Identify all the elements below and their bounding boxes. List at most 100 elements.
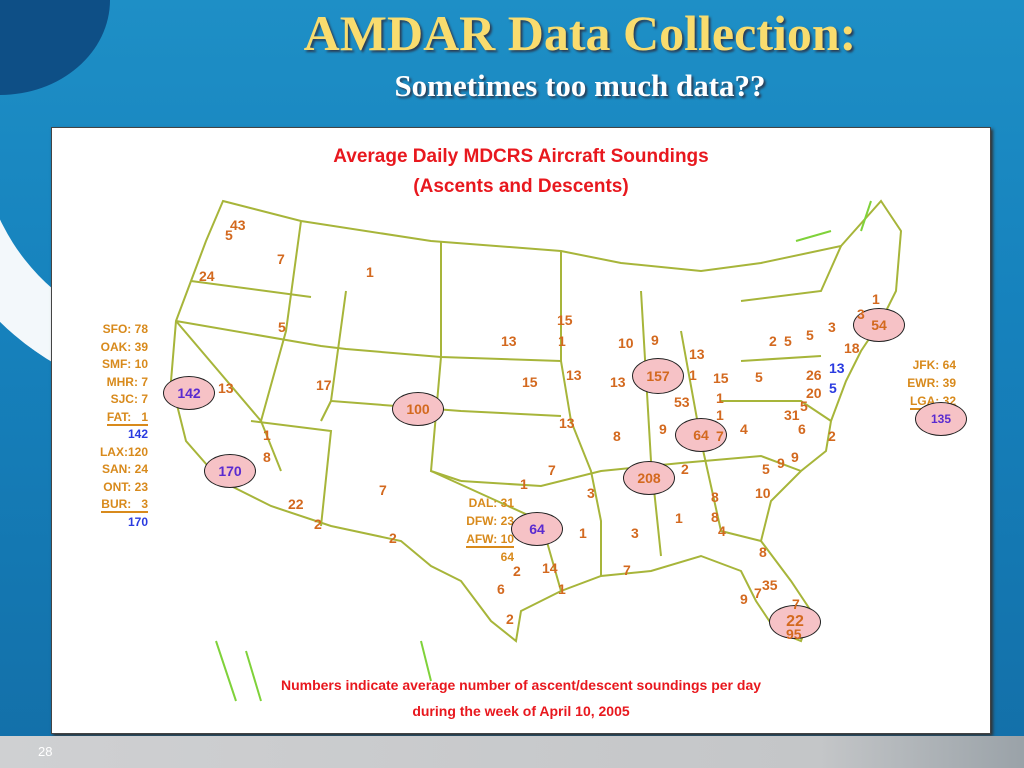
map-count-label: 3 — [828, 319, 836, 335]
map-count-label: 7 — [792, 596, 800, 612]
map-count-label: 2 — [389, 530, 397, 546]
map-count-label: 8 — [711, 509, 719, 525]
map-count-label: 2 — [828, 428, 836, 444]
dallas-row: AFW: 10 — [466, 532, 514, 548]
map-count-label: 3 — [857, 306, 865, 322]
la-row: BUR: 3 — [101, 497, 148, 513]
map-count-label: 20 — [806, 385, 822, 401]
hub-memphis: 208 — [623, 461, 675, 495]
hub-denver: 100 — [392, 392, 444, 426]
dallas-area-total: 64 — [500, 550, 514, 564]
slide-title: AMDAR Data Collection: — [303, 5, 857, 61]
map-count-label: 14 — [542, 560, 558, 576]
map-count-label: 7 — [716, 428, 724, 444]
map-count-label: 7 — [754, 585, 762, 601]
bay-area-total: 142 — [127, 427, 148, 441]
map-count-label: 8 — [263, 449, 271, 465]
bay-row: SJC: 7 — [110, 392, 148, 406]
map-count-label-blue: 13 — [829, 360, 845, 376]
map-count-label: 13 — [501, 333, 517, 349]
map-count-label: 10 — [755, 485, 771, 501]
la-row: SAN: 24 — [101, 462, 148, 476]
map-count-label: 22 — [288, 496, 304, 512]
bay-row: MHR: 7 — [106, 374, 148, 389]
map-count-label: 7 — [277, 251, 285, 267]
hub-los-angeles: 170 — [204, 454, 256, 488]
map-count-label: 15 — [713, 370, 729, 386]
map-count-label: 13 — [689, 346, 705, 362]
slide-subtitle: Sometimes too much data?? — [394, 68, 766, 103]
map-count-label: 9 — [659, 421, 667, 437]
bay-row: FAT: 1 — [106, 409, 148, 426]
map-count-label: 5 — [762, 461, 770, 477]
map-count-label: 2 — [314, 516, 322, 532]
footnote-line2: during the week of April 10, 2005 — [412, 703, 630, 719]
map-count-label: 9 — [651, 332, 659, 348]
hub-chicago: 157 — [632, 358, 684, 394]
map-count-label: 1 — [263, 427, 271, 443]
map-count-label: 7 — [623, 562, 631, 578]
map-count-label: 5 — [806, 327, 814, 343]
map-count-label: 1 — [558, 581, 566, 597]
hub-boston: 54 — [853, 308, 905, 342]
la-area-total: 170 — [127, 514, 148, 529]
map-count-label: 26 — [806, 367, 822, 383]
map-count-label-blue: 5 — [829, 380, 837, 396]
map-count-label: 5 — [225, 227, 233, 243]
map-count-label: 9 — [791, 449, 799, 465]
us-map-outline — [169, 199, 903, 702]
map-count-label: 24 — [199, 268, 215, 284]
map-count-label: 2 — [513, 563, 521, 579]
map-count-label: 9 — [740, 591, 748, 607]
map-count-label: 13 — [218, 380, 234, 396]
map-title-line1: Average Daily MDCRS Aircraft Soundings — [333, 146, 709, 167]
map-count-label: 7 — [379, 482, 387, 498]
ny-row: JFK: 64 — [912, 358, 956, 372]
footer-bar — [0, 736, 1024, 768]
hub-bay-area: 142 — [163, 376, 215, 410]
map-count-label: 5 — [755, 369, 763, 385]
map-count-label: 5 — [278, 319, 286, 335]
map-count-label: 1 — [579, 525, 587, 541]
map-count-label: 1 — [872, 291, 880, 307]
map-count-label: 3 — [631, 525, 639, 541]
map-count-label: 18 — [844, 340, 860, 356]
bay-row: SMF: 10 — [101, 357, 148, 371]
map-count-label: 8 — [613, 428, 621, 444]
map-panel: Average Daily MDCRS Aircraft Soundings (… — [51, 127, 991, 734]
map-title: Average Daily MDCRS Aircraft Soundings (… — [52, 142, 990, 202]
bay-area-airport-list: SFO: 78 OAK: 39 SMF: 10 MHR: 7 SJC: 7 FA… — [70, 321, 148, 531]
hub-miami: 22 — [769, 605, 821, 639]
dallas-row: DAL: 31 — [468, 496, 514, 510]
map-count-label: 10 — [618, 335, 634, 351]
map-count-label: 5 — [800, 398, 808, 414]
map-count-label: 6 — [497, 581, 505, 597]
map-count-label: 4 — [740, 421, 748, 437]
map-count-label: 31 — [784, 407, 800, 423]
map-count-label: 1 — [716, 390, 724, 406]
map-footnote: Numbers indicate average number of ascen… — [52, 672, 990, 724]
map-count-label: 13 — [610, 374, 626, 390]
map-count-label: 2 — [681, 461, 689, 477]
map-count-label: 4 — [718, 523, 726, 539]
map-count-label: 53 — [674, 394, 690, 410]
map-count-label: 15 — [522, 374, 538, 390]
map-count-label: 13 — [566, 367, 582, 383]
map-count-label: 3 — [587, 485, 595, 501]
map-count-label: 35 — [762, 577, 778, 593]
map-count-label: 15 — [557, 312, 573, 328]
map-count-label: 1 — [689, 367, 697, 383]
map-count-label: 43 — [230, 217, 246, 233]
ny-row: EWR: 39 — [907, 376, 956, 390]
map-count-label: 1 — [675, 510, 683, 526]
map-count-label: 2 — [769, 333, 777, 349]
map-count-label: 1 — [716, 407, 724, 423]
footnote-line1: Numbers indicate average number of ascen… — [280, 677, 762, 693]
map-count-label: 13 — [559, 415, 575, 431]
bay-row: SFO: 78 — [102, 322, 148, 336]
la-row: ONT: 23 — [103, 479, 148, 494]
map-count-label: 6 — [798, 421, 806, 437]
map-count-label: 9 — [777, 455, 785, 471]
map-count-label: 1 — [520, 476, 528, 492]
bay-row: OAK: 39 — [100, 339, 148, 354]
